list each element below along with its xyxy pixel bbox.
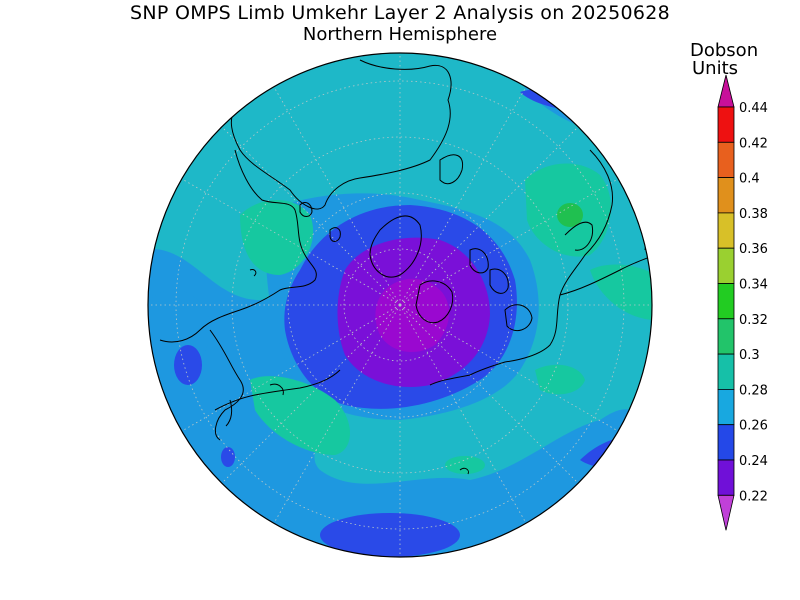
colorbar-swatch bbox=[717, 247, 735, 284]
field-band-022 bbox=[375, 278, 450, 353]
field-high-1 bbox=[240, 200, 314, 275]
map-boundary bbox=[147, 52, 653, 558]
colorbar-swatch bbox=[717, 353, 735, 390]
field-band-028 bbox=[148, 248, 652, 557]
colorbar-unit-line2: Units bbox=[692, 58, 739, 79]
colorbar-over-triangle bbox=[717, 74, 735, 108]
field-low-patch-4 bbox=[221, 447, 235, 467]
colorbar-tick-label: 0.24 bbox=[739, 454, 768, 469]
colorbar-swatch bbox=[717, 283, 735, 320]
colorbar-swatch bbox=[717, 459, 735, 496]
colorbar-swatch bbox=[717, 318, 735, 355]
colorbar-tick-label: 0.3 bbox=[739, 348, 760, 363]
field-high-5 bbox=[535, 364, 585, 395]
colorbar: 0.44 0.42 0.4 0.38 0.36 0.34 0.32 0.3 0.28 0.26 0.… bbox=[717, 74, 768, 531]
colorbar-tick-label: 0.44 bbox=[739, 101, 768, 116]
map-subtitle: Northern Hemisphere bbox=[302, 24, 498, 45]
ozone-field bbox=[148, 53, 652, 557]
colorbar-tick-label: 0.26 bbox=[739, 419, 768, 434]
colorbar-under-triangle bbox=[717, 494, 735, 531]
map-title: SNP OMPS Limb Umkehr Layer 2 Analysis on… bbox=[129, 2, 671, 24]
colorbar-tick-label: 0.32 bbox=[739, 313, 768, 328]
colorbar-swatch bbox=[717, 388, 735, 426]
colorbar-tick-label: 0.4 bbox=[739, 172, 760, 187]
field-low-patch-2 bbox=[320, 513, 460, 557]
colorbar-swatch bbox=[717, 424, 735, 461]
colorbar-swatch bbox=[717, 212, 735, 249]
field-high-3 bbox=[590, 264, 652, 320]
colorbar-tick-label: 0.42 bbox=[739, 136, 768, 151]
coastlines bbox=[159, 59, 652, 475]
field-low-patch bbox=[174, 345, 202, 385]
colorbar-swatch bbox=[717, 106, 735, 143]
colorbar-tick-label: 0.36 bbox=[739, 242, 768, 257]
colorbar-tick-label: 0.38 bbox=[739, 207, 768, 222]
colorbar-unit-line1: Dobson bbox=[690, 40, 759, 61]
colorbar-tick-label: 0.22 bbox=[739, 489, 768, 504]
colorbar-tick-label: 0.28 bbox=[739, 383, 768, 398]
colorbar-tick-label: 0.34 bbox=[739, 278, 768, 293]
field-higher bbox=[557, 203, 583, 227]
field-high-4 bbox=[250, 376, 350, 455]
colorbar-swatch bbox=[717, 141, 735, 179]
colorbar-swatch bbox=[717, 177, 735, 214]
graticule bbox=[148, 53, 652, 557]
field-high-6 bbox=[445, 456, 485, 474]
